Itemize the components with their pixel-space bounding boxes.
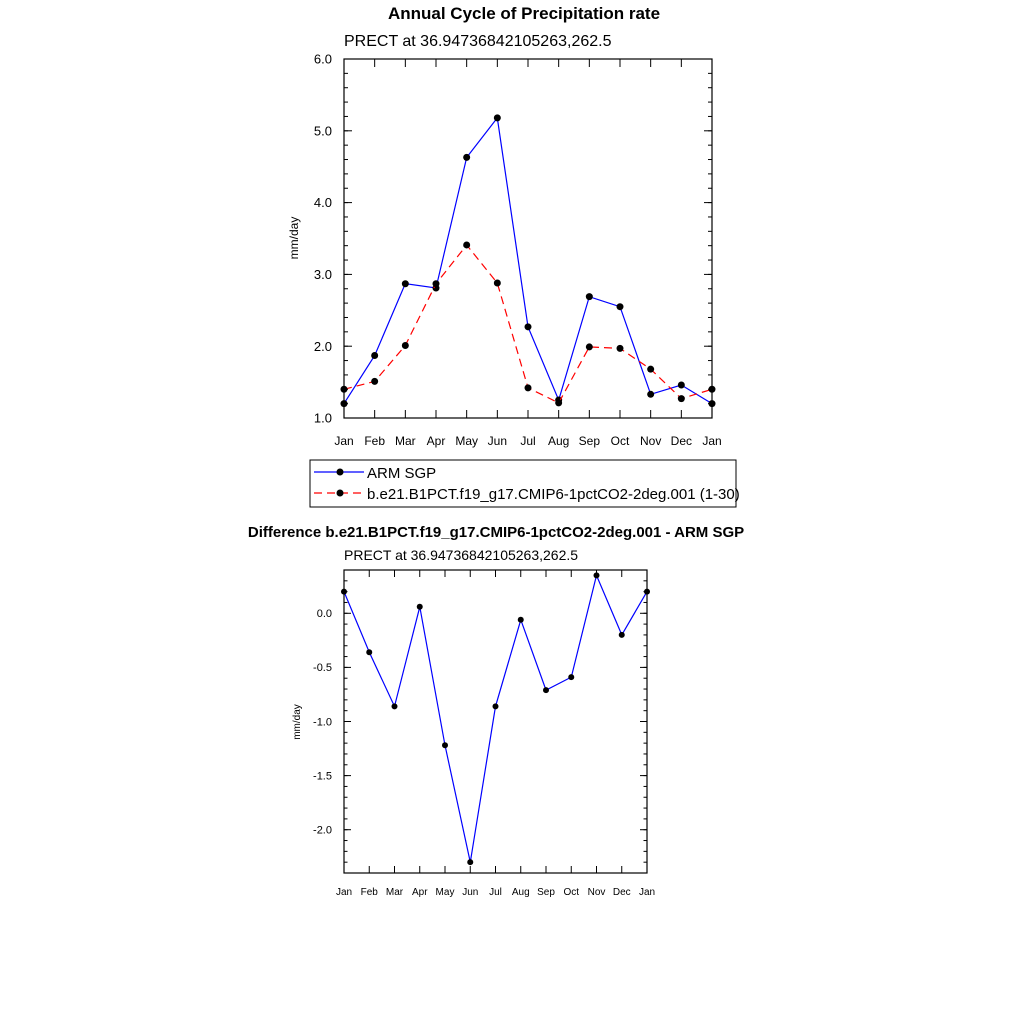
y-tick-label: 5.0 [314, 123, 332, 138]
legend-marker-model [336, 489, 344, 497]
data-point [647, 390, 655, 398]
x-tick-label: Apr [412, 887, 428, 898]
x-tick-label: Jan [334, 434, 353, 448]
x-tick-label: Aug [512, 887, 530, 898]
x-tick-label: Dec [671, 434, 692, 448]
data-point [543, 687, 549, 694]
x-tick-label: Feb [361, 887, 379, 898]
data-point [517, 616, 524, 623]
series-group [340, 114, 716, 408]
legend-label-arm-sgp: ARM SGP [367, 465, 436, 482]
x-tick-label: Aug [548, 434, 569, 448]
data-point [593, 572, 600, 579]
x-tick-label: Oct [563, 887, 579, 898]
data-point [371, 352, 379, 360]
data-point [568, 674, 575, 681]
difference-y-axis-label: mm/day [292, 704, 303, 740]
data-point [416, 603, 423, 610]
y-tick-label: 4.0 [314, 195, 332, 210]
difference-series-group [341, 572, 650, 866]
data-point [647, 365, 655, 373]
y-tick-label: 3.0 [314, 267, 332, 282]
difference-plot-frame [343, 569, 648, 874]
x-tick-label: Sep [537, 887, 555, 898]
legend-label-model: b.e21.B1PCT.f19_g17.CMIP6-1pctCO2-2deg.0… [367, 486, 740, 503]
y-tick-label: -1.5 [313, 770, 332, 782]
data-point [618, 631, 625, 638]
chart-subtitle: PRECT at 36.94736842105263,262.5 [344, 33, 612, 50]
y-tick-label: -0.5 [313, 662, 332, 674]
data-point [616, 303, 624, 311]
data-point [467, 859, 474, 866]
x-tick-label: Apr [427, 434, 446, 448]
x-tick-label: Jun [488, 434, 507, 448]
x-tick-label: Mar [395, 434, 416, 448]
x-tick-label: Dec [613, 887, 631, 898]
data-point [677, 381, 685, 389]
data-point [492, 703, 499, 710]
x-tick-label: Jan [702, 434, 721, 448]
annual-cycle-panel: Annual Cycle of Precipitation rate PRECT… [287, 4, 722, 448]
x-tick-label: Jul [489, 887, 502, 898]
x-tick-label: May [436, 887, 455, 898]
difference-subtitle: PRECT at 36.94736842105263,262.5 [344, 547, 578, 563]
y-tick-label: -2.0 [313, 825, 332, 837]
x-tick-label: Jun [462, 887, 478, 898]
difference-panel: Difference b.e21.B1PCT.f19_g17.CMIP6-1pc… [248, 524, 744, 898]
data-point [371, 377, 379, 385]
data-point [391, 703, 398, 710]
plot-frame [343, 58, 713, 419]
x-tick-label: Nov [588, 887, 606, 898]
x-tick-label: Sep [579, 434, 601, 448]
y-tick-label: -1.0 [313, 716, 332, 728]
data-point [463, 153, 471, 161]
data-point [585, 293, 593, 301]
data-point [463, 241, 471, 249]
x-tick-label: Jan [639, 887, 655, 898]
data-point [524, 323, 532, 331]
y-tick-label: 2.0 [314, 339, 332, 354]
x-tick-label: May [455, 434, 478, 448]
data-point [442, 742, 448, 749]
chart-title: Annual Cycle of Precipitation rate [388, 4, 660, 23]
data-point [432, 280, 440, 288]
data-point [401, 280, 409, 288]
x-tick-label: Mar [386, 887, 404, 898]
x-tick-label: Oct [611, 434, 630, 448]
legend-box [309, 459, 737, 508]
x-tick-label: Nov [640, 434, 661, 448]
data-point [616, 344, 624, 352]
data-point [585, 343, 593, 351]
y-tick-label: 0.0 [317, 608, 332, 620]
data-point [401, 341, 409, 349]
legend-marker-arm-sgp [336, 468, 344, 476]
x-tick-label: Feb [364, 434, 385, 448]
x-tick-label: Jan [336, 887, 352, 898]
data-point [366, 649, 373, 656]
y-tick-label: 6.0 [314, 52, 332, 67]
difference-title: Difference b.e21.B1PCT.f19_g17.CMIP6-1pc… [248, 524, 744, 541]
axes-ticks: Jan Feb Mar Apr May Jun Jul Aug Sep Oct Nov Dec Jan1… [314, 52, 722, 448]
y-tick-label: 1.0 [314, 411, 332, 426]
x-tick-label: Jul [520, 434, 535, 448]
y-axis-label: mm/day [287, 217, 301, 260]
data-point [524, 384, 532, 392]
data-point [493, 114, 501, 122]
data-point [555, 399, 563, 407]
data-point [677, 395, 685, 403]
legend: ARM SGP b.e21.B1PCT.f19_g17.CMIP6-1pctCO… [309, 459, 740, 508]
data-point [493, 279, 501, 287]
